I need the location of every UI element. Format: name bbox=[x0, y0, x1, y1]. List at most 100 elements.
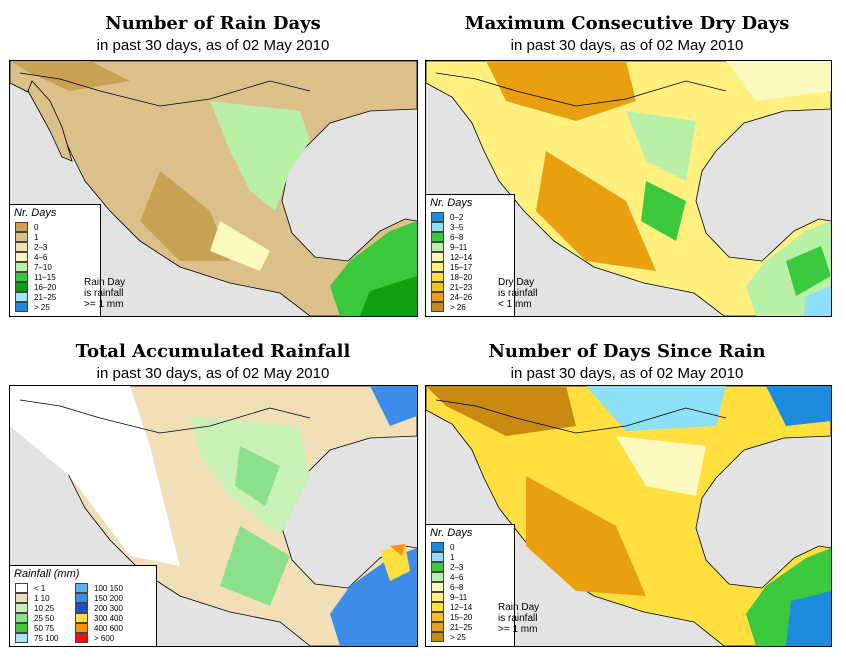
legend-swatch bbox=[15, 583, 28, 593]
panel-subtitle: in past 30 days, as of 02 May 2010 bbox=[510, 365, 744, 382]
legend-item: 6–8 bbox=[431, 582, 514, 592]
legend-swatch bbox=[431, 262, 444, 272]
legend-item: 9–11 bbox=[431, 592, 514, 602]
panel-subtitle: in past 30 days, as of 02 May 2010 bbox=[510, 37, 744, 54]
legend-item: 4–6 bbox=[15, 252, 100, 262]
legend-swatch bbox=[15, 232, 28, 242]
legend-label: 24–26 bbox=[450, 292, 473, 302]
legend-swatch bbox=[75, 623, 88, 633]
legend-label: 1 10 bbox=[34, 593, 50, 603]
legend: Rainfall (mm) < 1 100 150 1 10 150 200 10 25… bbox=[10, 565, 157, 646]
legend-label: 15–17 bbox=[450, 262, 473, 272]
legend-item: 1 bbox=[431, 552, 514, 562]
legend-swatch bbox=[75, 593, 88, 603]
legend-label: 12–14 bbox=[450, 602, 473, 612]
legend-item: 4–6 bbox=[431, 572, 514, 582]
legend-label: 50 75 bbox=[34, 623, 55, 633]
panel-title: Number of Rain Days bbox=[105, 13, 321, 34]
legend-item: 0–2 bbox=[431, 212, 514, 222]
legend-label: 10 25 bbox=[34, 603, 55, 613]
legend-swatch bbox=[431, 552, 444, 562]
note-line: Rain Day bbox=[498, 602, 540, 613]
legend-swatch bbox=[15, 282, 28, 292]
legend-items: 0–2 3–5 6–8 9–11 12–14 15–17 18–20 21–23 24–26 > … bbox=[426, 212, 514, 312]
legend-label: > 600 bbox=[94, 633, 115, 643]
legend-item: 21–23 bbox=[431, 282, 514, 292]
legend-label: 18–20 bbox=[450, 272, 473, 282]
legend-item: 15–17 bbox=[431, 262, 514, 272]
legend-swatch bbox=[431, 212, 444, 222]
panel-subtitle: in past 30 days, as of 02 May 2010 bbox=[96, 365, 330, 382]
legend-item: 300 400 bbox=[75, 613, 135, 623]
legend-swatch bbox=[431, 592, 444, 602]
legend-swatch bbox=[75, 633, 88, 643]
legend-label: 400 600 bbox=[94, 623, 123, 633]
legend: Nr. Days 0 1 2–3 4–6 6–8 9–11 12–14 15–20 21–25 >… bbox=[426, 524, 515, 646]
panel-title: Number of Days Since Rain bbox=[488, 341, 766, 362]
legend-item: 6–8 bbox=[431, 232, 514, 242]
legend-item: 12–14 bbox=[431, 252, 514, 262]
legend-swatch bbox=[431, 242, 444, 252]
legend-swatch bbox=[431, 232, 444, 242]
legend-label: 21–23 bbox=[450, 282, 473, 292]
legend-title: Nr. Days bbox=[14, 207, 57, 219]
legend-label: 200 300 bbox=[94, 603, 123, 613]
legend-swatch bbox=[431, 622, 444, 632]
legend-swatch bbox=[75, 613, 88, 623]
legend-note: Dry Day is rainfall < 1 mm bbox=[498, 277, 537, 310]
legend-label: 0–2 bbox=[450, 212, 464, 222]
legend-label: 21–25 bbox=[450, 622, 473, 632]
legend-swatch bbox=[15, 262, 28, 272]
note-line: Dry Day bbox=[498, 277, 535, 288]
legend-item: 3–5 bbox=[431, 222, 514, 232]
legend-label: 6–8 bbox=[450, 232, 464, 242]
legend-item: 21–25 bbox=[15, 292, 100, 302]
legend-label: 21–25 bbox=[34, 292, 57, 302]
legend-swatch bbox=[431, 572, 444, 582]
legend-item: 15–20 bbox=[431, 612, 514, 622]
legend-title: Nr. Days bbox=[430, 197, 473, 209]
legend-swatch bbox=[75, 583, 88, 593]
legend-item: > 25 bbox=[15, 302, 100, 312]
legend-item: 2–3 bbox=[15, 242, 100, 252]
legend-label: > 25 bbox=[450, 632, 466, 642]
map-total-rainfall: Rainfall (mm) < 1 100 150 1 10 150 200 10 25… bbox=[9, 385, 418, 647]
legend-title: Nr. Days bbox=[430, 527, 473, 539]
legend-label: 25 50 bbox=[34, 613, 55, 623]
legend-swatch bbox=[431, 222, 444, 232]
legend-item: 12–14 bbox=[431, 602, 514, 612]
legend-note: Rain Day is rainfall >= 1 mm bbox=[498, 602, 539, 635]
legend-label: 1 bbox=[450, 552, 455, 562]
legend-swatch bbox=[15, 603, 28, 613]
legend-item: 1 10 bbox=[15, 593, 75, 603]
legend-label: > 25 bbox=[34, 302, 50, 312]
legend-items: < 1 100 150 1 10 150 200 10 25 200 300 25 50 30… bbox=[15, 583, 156, 643]
legend-swatch bbox=[431, 292, 444, 302]
legend-label: 2–3 bbox=[34, 242, 48, 252]
legend-swatch bbox=[15, 292, 28, 302]
legend-swatch bbox=[431, 282, 444, 292]
legend-swatch bbox=[15, 222, 28, 232]
legend-label: 150 200 bbox=[94, 593, 123, 603]
legend-label: 1 bbox=[34, 232, 39, 242]
legend-label: 3–5 bbox=[450, 222, 464, 232]
legend-label: 2–3 bbox=[450, 562, 464, 572]
legend-item: < 1 bbox=[15, 583, 75, 593]
legend-label: 6–8 bbox=[450, 582, 464, 592]
legend: Nr. Days 0–2 3–5 6–8 9–11 12–14 15–17 18–20 21–… bbox=[426, 194, 515, 316]
legend-items: 0 1 2–3 4–6 7–10 11–15 16–20 21–25 > 25 bbox=[10, 222, 100, 312]
legend-label: > 26 bbox=[450, 302, 466, 312]
legend-label: 16–20 bbox=[34, 282, 57, 292]
legend-item: 18–20 bbox=[431, 272, 514, 282]
legend-item: 75 100 bbox=[15, 633, 75, 643]
note-line: is rainfall bbox=[498, 288, 538, 299]
legend-item: > 600 bbox=[75, 633, 135, 643]
map-rain-days: Nr. Days 0 1 2–3 4–6 7–10 11–15 16–20 21–25 > 25… bbox=[9, 60, 418, 317]
note-line: < 1 mm bbox=[498, 299, 532, 310]
legend-item: 9–11 bbox=[431, 242, 514, 252]
legend-item: 16–20 bbox=[15, 282, 100, 292]
legend-swatch bbox=[431, 542, 444, 552]
legend-item: 2–3 bbox=[431, 562, 514, 572]
legend-item: 150 200 bbox=[75, 593, 135, 603]
legend-item: 11–15 bbox=[15, 272, 100, 282]
